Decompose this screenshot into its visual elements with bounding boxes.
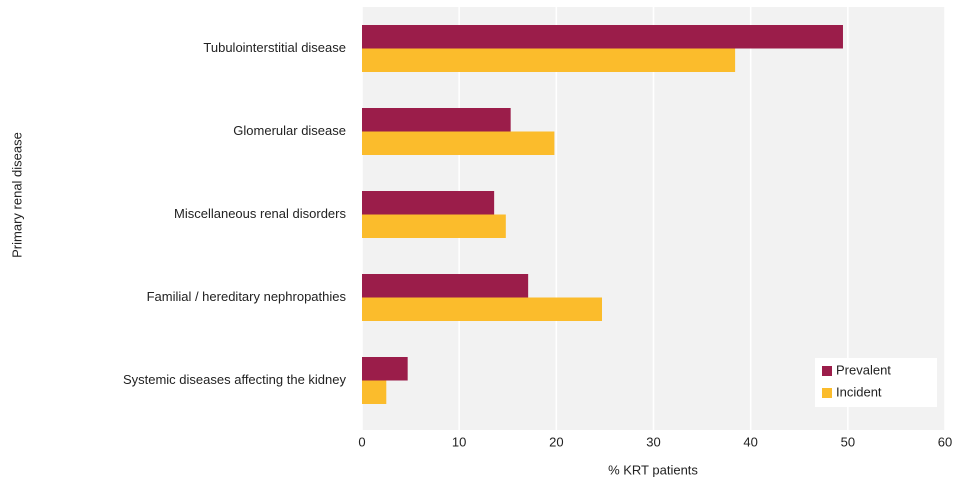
x-tick-label: 20 [549,434,563,449]
bar [362,380,387,404]
bar [362,297,603,321]
x-tick-label: 60 [938,434,952,449]
y-tick-label: Tubulointerstitial disease [203,40,346,55]
y-tick-label: Glomerular disease [233,123,346,138]
x-axis-label: % KRT patients [608,462,698,477]
y-axis-label: Primary renal disease [9,132,24,258]
x-tick-label: 30 [646,434,660,449]
legend-label: Prevalent [836,362,891,377]
legend-box [815,358,937,407]
y-tick-label: Systemic diseases affecting the kidney [123,372,347,387]
bar [362,357,408,381]
x-tick-label: 40 [743,434,757,449]
bar [362,214,506,238]
legend-swatch [822,388,832,398]
bar [362,48,736,72]
x-tick-label: 10 [452,434,466,449]
y-tick-label: Familial / hereditary nephropathies [147,289,347,304]
bar [362,131,555,155]
bar [362,25,843,49]
x-tick-label: 0 [358,434,365,449]
x-tick-label: 50 [841,434,855,449]
legend-swatch [822,366,832,376]
y-tick-label: Miscellaneous renal disorders [174,206,346,221]
bar [362,191,495,215]
bar [362,274,529,298]
bar [362,108,511,132]
legend-label: Incident [836,384,882,399]
